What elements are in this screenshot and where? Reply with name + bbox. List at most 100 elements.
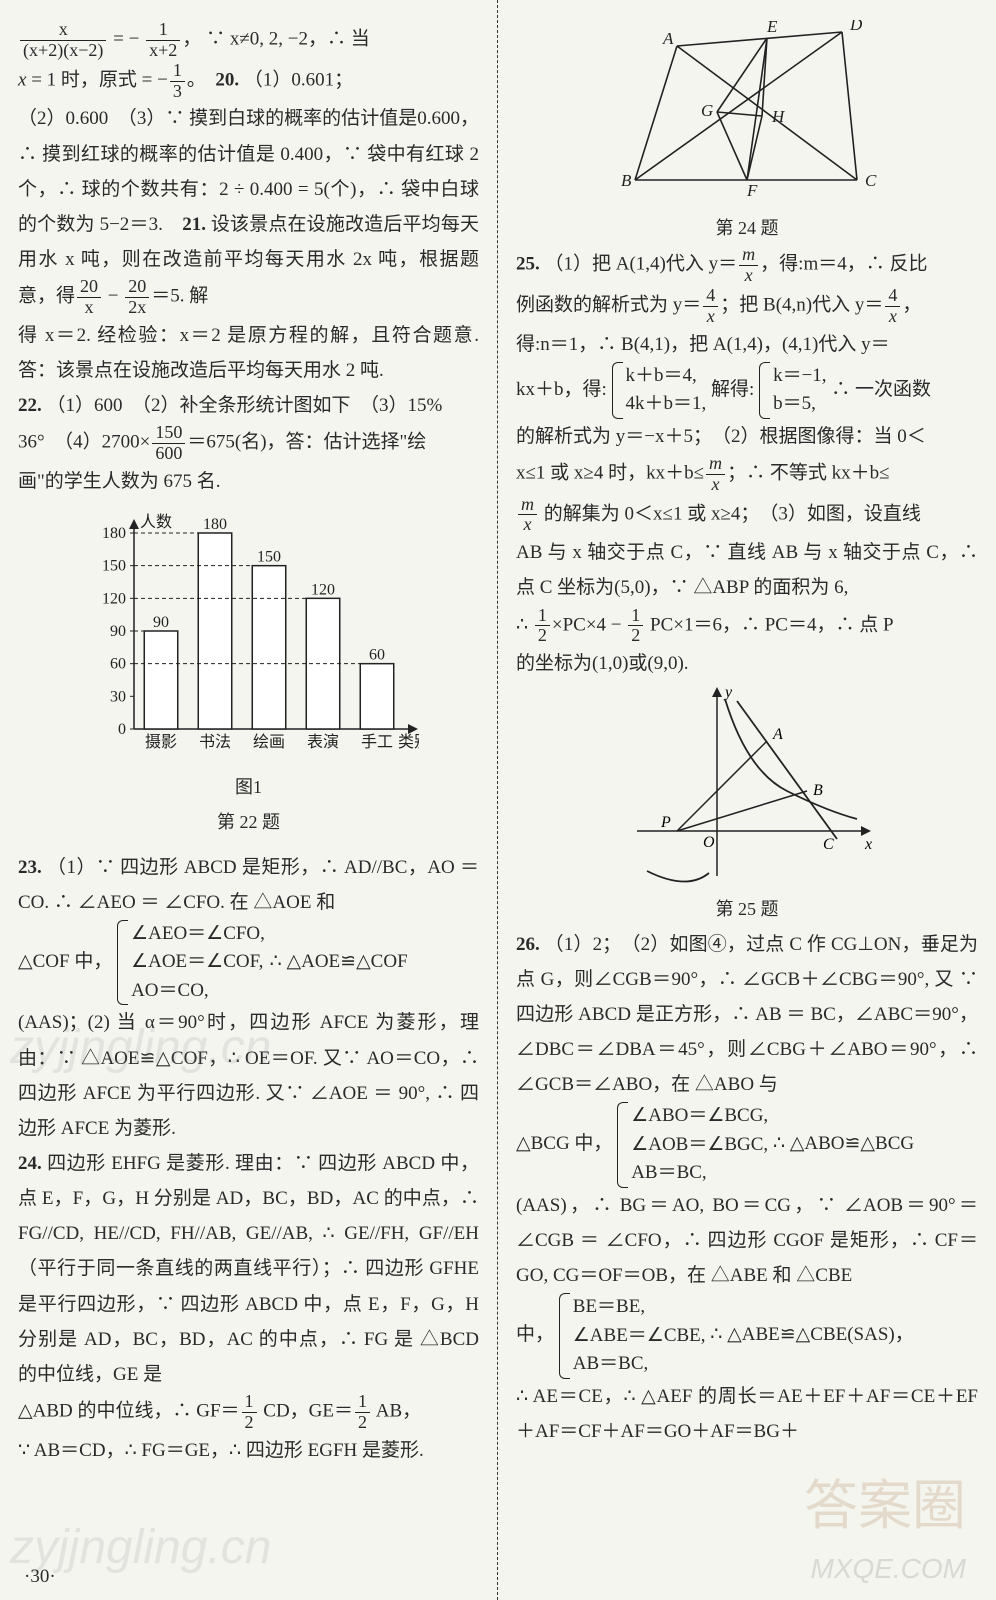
text: ∵ x≠0, 2, −2，∴ 当 [206, 29, 370, 50]
fraction: 1x+2 [146, 20, 180, 61]
svg-text:绘画: 绘画 [252, 733, 284, 751]
text-block: x≤1 或 x≥4 时，kx＋b≤mx；∴ 不等式 kx＋b≤ [516, 454, 978, 495]
svg-text:30: 30 [110, 688, 126, 705]
svg-text:90: 90 [153, 614, 169, 631]
text-block: 22. （1）600 （2）补全条形统计图如下 （3）15% [18, 388, 479, 423]
text-block: （2）0.600 （3）∵ 摸到白球的概率的估计值是0.600，∴ 摸到红球的概… [18, 101, 479, 317]
svg-text:B: B [813, 782, 823, 799]
svg-text:60: 60 [110, 656, 126, 673]
fraction: mx [739, 245, 758, 286]
svg-text:C: C [865, 171, 877, 190]
svg-text:G: G [701, 101, 713, 120]
fraction: 150600 [152, 423, 185, 464]
svg-text:表演: 表演 [306, 733, 338, 751]
text: （1）600 （2）补全条形统计图如下 （3）15% [47, 395, 443, 416]
svg-text:F: F [746, 181, 758, 200]
fraction: mx [706, 454, 725, 495]
q-number: 26. [516, 934, 540, 955]
text-block: 23. （1）∵ 四边形 ABCD 是矩形，∴ AD//BC，AO ＝ CO. … [18, 850, 479, 920]
text-block: △ABD 的中位线，∴ GF＝12 CD，GE＝12 AB， [18, 1392, 479, 1433]
text: 36° （4）2700× [18, 432, 150, 453]
bar-chart-q22: 030609012015018090摄影180书法150绘画120表演60手工人… [18, 509, 479, 840]
svg-text:C: C [823, 836, 834, 853]
text-block: AB 与 x 轴交于点 C，∵ 直线 AB 与 x 轴交于点 C，∴ 点 C 坐… [516, 535, 978, 605]
svg-text:A: A [772, 726, 783, 743]
text: △COF 中， [18, 951, 112, 972]
svg-text:90: 90 [110, 623, 126, 640]
text-block: (AAS)；(2) 当 α＝90°时，四边形 AFCE 为菱形，理由：∵ △AO… [18, 1005, 479, 1146]
text: ；∴ 不等式 kx＋b≤ [727, 463, 889, 484]
text: 例函数的解析式为 y＝ [516, 295, 701, 316]
text: 的解集为 0＜x≤1 或 x≥4； （3）如图，设直线 [539, 503, 921, 524]
bar-chart-svg: 030609012015018090摄影180书法150绘画120表演60手工人… [79, 509, 419, 769]
text: − [103, 286, 123, 307]
text: △BCG 中， [516, 1134, 612, 1155]
text-block: 36° （4）2700×150600＝675(名)，答：估计选择"绘 [18, 423, 479, 464]
text: ∴ △ABE≌△CBE(SAS)， [710, 1324, 913, 1345]
diagram-q25: OxyABPC [617, 681, 877, 891]
svg-text:A: A [662, 29, 674, 48]
svg-text:x: x [864, 836, 872, 853]
text: CD，GE＝ [259, 1401, 353, 1422]
text: （1）∵ 四边形 ABCD 是矩形，∴ AD//BC，AO ＝ CO. ∴ ∠A… [18, 857, 479, 913]
text: ∴ △ABO≌△BCG [773, 1134, 914, 1155]
right-column: ADEBCFGH 第 24 题 25. （1）把 A(1,4)代入 y＝mx，得… [498, 0, 996, 1600]
brace-system: ∠AEO＝∠CFO, ∠AOE＝∠COF, AO＝CO, [117, 920, 265, 1006]
text-block: 的坐标为(1,0)或(9,0). [516, 646, 978, 681]
text: ＝5. 解 [151, 286, 208, 307]
text: ×PC×4 − [552, 614, 626, 635]
text-block: 中， BE＝BE, ∠ABE＝∠CBE, AB＝BC, ∴ △ABE≌△CBE(… [516, 1293, 978, 1379]
svg-text:类别: 类别 [398, 733, 419, 751]
text: （1）2； （2）如图④，过点 C 作 CG⊥ON，垂足为点 G，则∠CGB＝9… [516, 934, 978, 1096]
svg-text:O: O [703, 834, 715, 851]
text-block: ∴ 12×PC×4 − 12 PC×1＝6，∴ PC＝4，∴ 点 P [516, 606, 978, 647]
text: ∴ [516, 614, 533, 635]
svg-text:60: 60 [369, 647, 385, 664]
svg-text:120: 120 [102, 590, 126, 607]
diagram-q25-wrap: OxyABPC 第 25 题 [516, 681, 978, 926]
text: （1）把 A(1,4)代入 y＝ [545, 254, 738, 275]
text-block: △BCG 中， ∠ABO＝∠BCG, ∠AOB＝∠BGC, AB＝BC, ∴ △… [516, 1102, 978, 1188]
chart-caption: 图1 [18, 771, 479, 804]
q-number: 21. [182, 214, 206, 235]
text: ，得:m＝4，∴ 反比 [760, 254, 927, 275]
diagram-q24-wrap: ADEBCFGH 第 24 题 [516, 20, 978, 245]
svg-text:手工: 手工 [360, 733, 392, 751]
fraction: 4x [703, 286, 718, 327]
text: （1）0.601； [244, 69, 353, 90]
text: 四边形 EHFG 是菱形. 理由：∵ 四边形 ABCD 中，点 E，F，G，H … [18, 1153, 479, 1385]
text-block: ∴ AE＝CE，∴ △AEF 的周长＝AE＋EF＋AF＝CE＋EF＋AF＝CF＋… [516, 1379, 978, 1449]
fraction: 12 [535, 606, 550, 647]
text: 。 [187, 69, 216, 90]
chart-caption: 第 22 题 [18, 806, 479, 839]
text: ∴ 一次函数 [831, 379, 931, 400]
text-line: x(x+2)(x−2) = − 1x+2， ∵ x≠0, 2, −2，∴ 当 [18, 20, 479, 61]
text: x≤1 或 x≥4 时，kx＋b≤ [516, 463, 704, 484]
diagram-caption: 第 24 题 [516, 212, 978, 245]
text-block: mx 的解集为 0＜x≤1 或 x≥4； （3）如图，设直线 [516, 495, 978, 536]
fraction: 20x [77, 277, 101, 318]
svg-text:E: E [766, 20, 778, 36]
text: ＝675(名)，答：估计选择"绘 [187, 432, 426, 453]
svg-text:B: B [621, 171, 632, 190]
text: 中， [516, 1324, 554, 1345]
text-block: 的解析式为 y＝−x＋5； （2）根据图像得：当 0＜ [516, 419, 978, 454]
fraction: 202x [125, 277, 149, 318]
fraction: 12 [628, 606, 643, 647]
text-block: 24. 四边形 EHFG 是菱形. 理由：∵ 四边形 ABCD 中，点 E，F，… [18, 1146, 479, 1392]
svg-text:P: P [660, 814, 671, 831]
brace-system: k＝−1, b＝5, [759, 362, 826, 419]
text: PC×1＝6，∴ PC＝4，∴ 点 P [645, 614, 893, 635]
text: △ABD 的中位线，∴ GF＝ [18, 1401, 240, 1422]
brace-system: k＋b＝4, 4k＋b＝1, [612, 362, 707, 419]
q-number: 23. [18, 857, 42, 878]
svg-text:D: D [849, 20, 863, 34]
text-block: 例函数的解析式为 y＝4x；把 B(4,n)代入 y＝4x， [516, 286, 978, 327]
fraction: 12 [242, 1392, 257, 1433]
fraction: 12 [355, 1392, 370, 1433]
fraction: 13 [170, 61, 185, 102]
q-number: 24. [18, 1153, 42, 1174]
fraction: 4x [885, 286, 900, 327]
text-line: x = 1 x = 1 时，原式 = −时，原式 = −13。 20. （1）0… [18, 61, 479, 102]
q-number: 20. [215, 69, 239, 90]
